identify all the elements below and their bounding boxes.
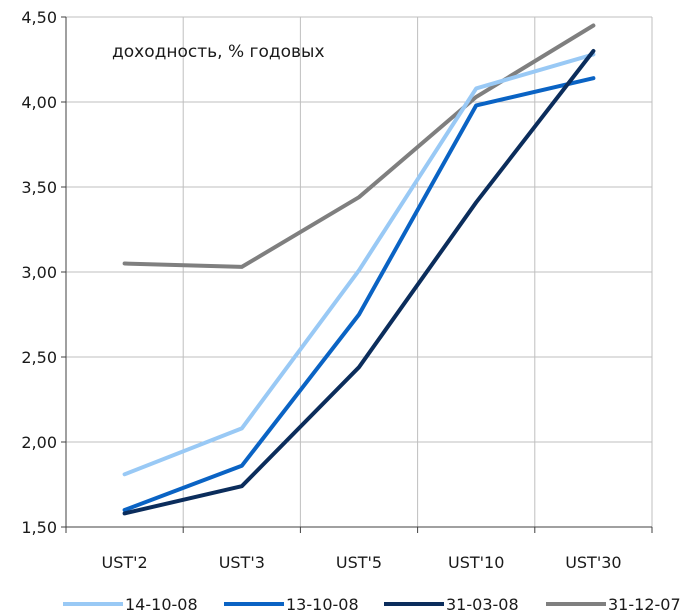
series-line-31-03-08 [122,49,596,516]
y-tick-label: 2,00 [21,433,57,452]
series-line-14-10-08 [122,52,596,477]
legend-label: 13-10-08 [286,595,359,614]
chart-annotation: доходность, % годовых [112,42,325,62]
y-tick-label: 4,00 [21,93,57,112]
series-line-13-10-08 [122,76,596,512]
legend: 14-10-08 13-10-08 31-03-08 31-12-07 [63,595,681,614]
x-tick-label: UST'5 [336,553,382,572]
y-tick-label: 3,00 [21,263,57,282]
x-tick-labels: UST'2 UST'3 UST'5 UST'10 UST'30 [101,553,621,572]
series-lines [122,23,596,516]
x-tick-label: UST'2 [101,553,147,572]
legend-label: 31-12-07 [608,595,681,614]
y-tick-label: 1,50 [21,518,57,537]
y-tick-label: 2,50 [21,348,57,367]
x-tick-label: UST'3 [219,553,265,572]
axes [61,16,653,533]
gridlines [66,16,653,527]
x-tick-label: UST'10 [448,553,504,572]
y-tick-label: 3,50 [21,178,57,197]
y-tick-labels: 1,50 2,00 2,50 3,00 3,50 4,00 4,50 [21,8,57,537]
series-line-31-12-07 [122,23,596,269]
x-tick-label: UST'30 [565,553,621,572]
y-tick-label: 4,50 [21,8,57,27]
legend-label: 31-03-08 [446,595,519,614]
legend-label: 14-10-08 [125,595,198,614]
